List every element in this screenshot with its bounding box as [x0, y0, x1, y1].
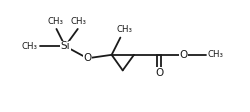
- Text: CH₃: CH₃: [22, 42, 38, 51]
- Text: CH₃: CH₃: [48, 16, 64, 26]
- Text: O: O: [155, 68, 163, 78]
- Text: Si: Si: [60, 41, 70, 51]
- Text: O: O: [179, 50, 188, 60]
- Text: CH₃: CH₃: [116, 25, 132, 34]
- Text: CH₃: CH₃: [208, 50, 224, 59]
- Text: CH₃: CH₃: [71, 16, 87, 26]
- Text: O: O: [83, 53, 92, 63]
